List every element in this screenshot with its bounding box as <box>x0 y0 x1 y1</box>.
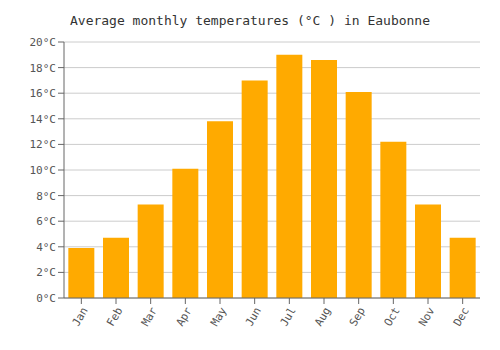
svg-text:18°C: 18°C <box>30 62 57 75</box>
svg-text:Oct: Oct <box>381 305 402 329</box>
html-text:Average monthly temperatures (: Average monthly temperatures (°C ) in Ea… <box>70 13 430 28</box>
svg-text:6°C: 6°C <box>36 215 56 228</box>
svg-text:0°C: 0°C <box>36 292 56 305</box>
svg-text:Dec: Dec <box>451 305 472 329</box>
svg-text:May: May <box>208 305 229 329</box>
svg-text:16°C: 16°C <box>30 87 57 100</box>
svg-text:Jul: Jul <box>277 305 298 329</box>
svg-text:Apr: Apr <box>173 305 194 329</box>
svg-text:Sep: Sep <box>347 305 368 329</box>
svg-text:20°C: 20°C <box>30 36 57 49</box>
svg-text:8°C: 8°C <box>36 190 56 203</box>
svg-text:14°C: 14°C <box>30 113 57 126</box>
svg-text:12°C: 12°C <box>30 138 57 151</box>
svg-text:Mar: Mar <box>139 305 160 329</box>
svg-text:Jun: Jun <box>243 305 264 329</box>
svg-text:Aug: Aug <box>312 305 333 329</box>
svg-text:Feb: Feb <box>104 305 125 329</box>
svg-text:4°C: 4°C <box>36 241 56 254</box>
svg-text:Nov: Nov <box>416 305 437 329</box>
svg-text:2°C: 2°C <box>36 266 56 279</box>
svg-text:Jan: Jan <box>69 305 90 329</box>
svg-text:10°C: 10°C <box>30 164 57 177</box>
